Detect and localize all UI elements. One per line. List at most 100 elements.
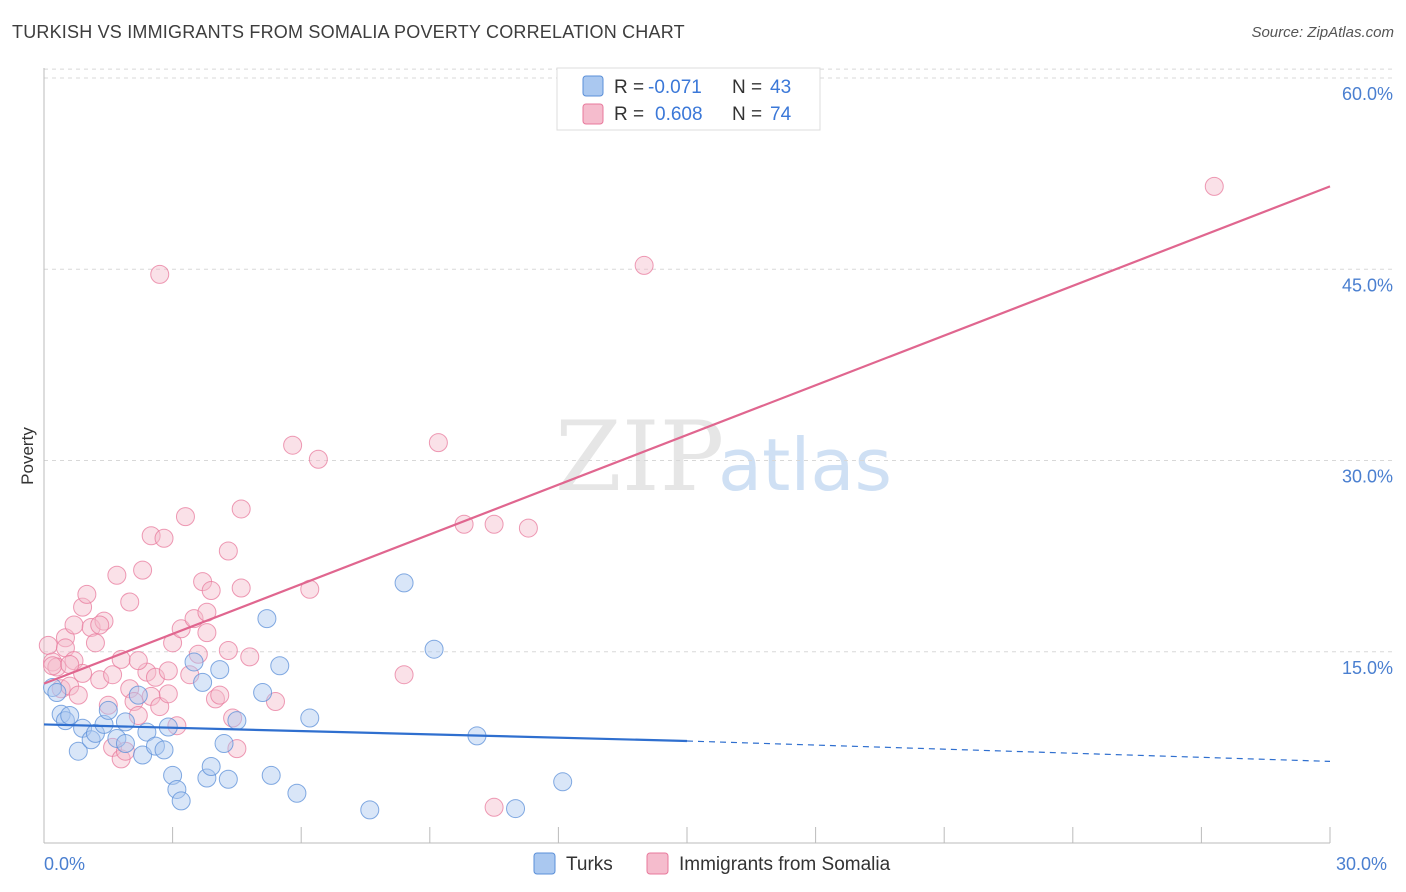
- somalia-point: [201, 581, 221, 601]
- turks-point: [68, 741, 88, 761]
- somalia-point: [43, 656, 63, 676]
- turks-n-value: 43: [770, 77, 791, 98]
- somalia-point: [150, 264, 170, 284]
- turks-point: [98, 700, 118, 720]
- somalia-point: [38, 635, 58, 655]
- turks-trend-line: [43, 723, 688, 743]
- turks-point: [193, 672, 213, 692]
- turks-point: [257, 609, 277, 629]
- somalia-legend-label: Immigrants from Somalia: [679, 854, 891, 875]
- somalia-point: [77, 584, 97, 604]
- turks-point: [171, 791, 191, 811]
- somalia-point: [308, 449, 328, 469]
- somalia-point: [90, 670, 110, 690]
- somalia-point: [120, 592, 140, 612]
- x-tick-max: 30.0%: [1336, 854, 1387, 874]
- somalia-swatch: [646, 852, 669, 875]
- somalia-point: [428, 433, 448, 453]
- turks-point: [287, 783, 307, 803]
- turks-series: [43, 573, 573, 820]
- somalia-point: [64, 615, 84, 635]
- somalia-point: [1204, 176, 1224, 196]
- y-axis-title: Poverty: [18, 427, 37, 485]
- turks-point: [128, 685, 148, 705]
- turks-point: [424, 639, 444, 659]
- x-axis-ticks: [172, 827, 1331, 843]
- turks-r-label: R =: [614, 77, 644, 98]
- somalia-point: [158, 661, 178, 681]
- y-axis-labels: 15.0% 30.0% 45.0% 60.0%: [1342, 84, 1393, 678]
- somalia-point: [518, 518, 538, 538]
- somalia-point: [484, 514, 504, 534]
- y-tick-label-15: 15.0%: [1342, 658, 1393, 678]
- somalia-point: [210, 685, 230, 705]
- chart-title: TURKISH VS IMMIGRANTS FROM SOMALIA POVER…: [12, 22, 685, 42]
- turks-point: [201, 757, 221, 776]
- turks-point: [210, 660, 230, 680]
- somalia-point: [218, 541, 238, 561]
- watermark-zip: ZIP: [555, 401, 724, 513]
- somalia-point: [240, 647, 260, 667]
- somalia-point: [175, 507, 195, 527]
- y-tick-label-60: 60.0%: [1342, 84, 1393, 104]
- x-tick-min: 0.0%: [44, 854, 85, 874]
- trend-lines: [43, 185, 1331, 762]
- turks-point: [167, 779, 187, 799]
- turks-point: [94, 714, 114, 734]
- turks-point: [218, 769, 238, 789]
- somalia-point: [103, 665, 123, 685]
- stats-legend: R = -0.071 N = 43 R = 0.608 N = 74: [556, 67, 821, 131]
- turks-swatch: [533, 852, 556, 875]
- somalia-point: [231, 578, 251, 598]
- somalia-point: [634, 255, 654, 275]
- turks-legend-label: Turks: [566, 854, 613, 875]
- somalia-point: [231, 499, 251, 519]
- gridlines: [44, 68, 1395, 653]
- somalia-trend-line: [43, 185, 1331, 685]
- turks-point: [115, 734, 135, 754]
- somalia-point: [128, 651, 148, 671]
- somalia-point: [68, 685, 88, 705]
- somalia-point: [107, 565, 127, 585]
- turks-point: [360, 800, 380, 820]
- turks-point: [154, 740, 174, 760]
- somalia-point: [90, 615, 110, 635]
- somalia-point: [197, 623, 217, 643]
- turks-n-label: N =: [732, 77, 762, 98]
- turks-legend-swatch: [582, 75, 604, 97]
- turks-point: [115, 712, 135, 732]
- somalia-point: [73, 597, 93, 617]
- y-tick-label-45: 45.0%: [1342, 275, 1393, 295]
- turks-point: [184, 652, 204, 672]
- turks-point: [163, 765, 183, 785]
- somalia-point: [85, 633, 105, 653]
- turks-point: [300, 708, 320, 728]
- y-tick-label-30: 30.0%: [1342, 467, 1393, 487]
- watermark-atlas: atlas: [718, 423, 892, 507]
- somalia-point: [98, 695, 118, 715]
- series-legend: Turks Immigrants from Somalia: [533, 852, 891, 875]
- somalia-point: [154, 528, 174, 548]
- somalia-point: [158, 684, 178, 704]
- somalia-r-value: 0.608: [655, 104, 703, 125]
- turks-point: [214, 734, 234, 754]
- turks-point: [227, 711, 247, 731]
- turks-point: [553, 772, 573, 792]
- turks-point: [47, 683, 67, 703]
- turks-point: [261, 765, 281, 785]
- somalia-n-label: N =: [732, 104, 762, 125]
- somalia-point: [484, 797, 504, 817]
- chart-source: Source: ZipAtlas.com: [1251, 24, 1394, 41]
- somalia-point: [283, 435, 303, 455]
- turks-point: [506, 799, 526, 819]
- somalia-point: [133, 560, 153, 580]
- somalia-point: [394, 665, 414, 685]
- somalia-point: [218, 640, 238, 660]
- turks-r-value: -0.071: [648, 77, 702, 98]
- turks-point: [270, 656, 290, 676]
- somalia-legend-swatch: [582, 103, 604, 125]
- turks-point: [197, 768, 217, 788]
- somalia-r-label: R =: [614, 104, 644, 125]
- turks-point: [394, 573, 414, 593]
